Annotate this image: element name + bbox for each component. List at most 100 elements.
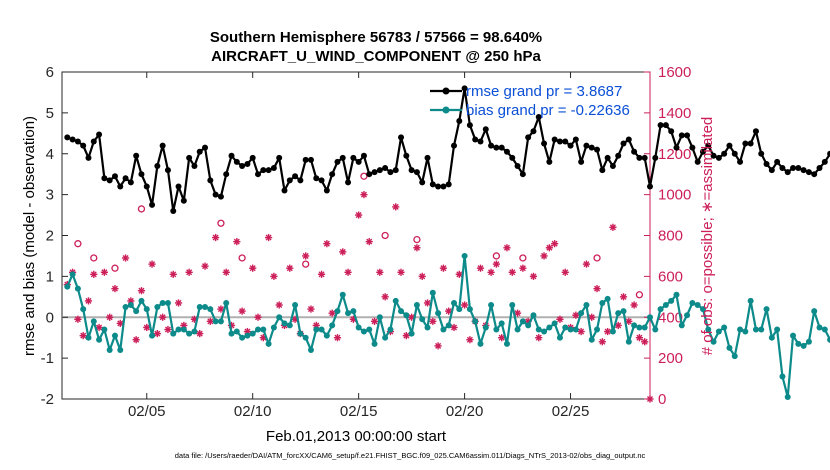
x-tick-label: 02/15 xyxy=(340,403,378,420)
bias-point xyxy=(239,334,246,341)
bias-point xyxy=(175,326,182,333)
obs-assimilated-marker xyxy=(169,270,177,278)
rmse-point xyxy=(360,152,367,159)
bias-point xyxy=(721,324,728,331)
rmse-point xyxy=(805,169,812,176)
rmse-point xyxy=(228,152,235,159)
obs-assimilated-marker xyxy=(201,262,209,270)
bias-point xyxy=(90,318,97,325)
obs-assimilated-marker xyxy=(212,233,220,242)
obs-assimilated-marker xyxy=(323,240,331,248)
bias-point xyxy=(556,334,563,341)
obs-assimilated-marker xyxy=(519,264,527,272)
bias-point xyxy=(503,340,510,347)
bias-point xyxy=(466,306,473,313)
bias-point xyxy=(196,304,203,311)
y-tick-label: 0 xyxy=(46,309,54,326)
obs-possible-marker xyxy=(111,264,119,272)
y2-tick-label: 600 xyxy=(658,268,683,285)
obs-assimilated-marker xyxy=(90,270,98,278)
bias-point xyxy=(180,326,187,333)
bias-point xyxy=(445,322,452,329)
obs-assimilated-marker xyxy=(561,268,569,276)
rmse-point xyxy=(726,142,733,149)
bias-point xyxy=(705,326,712,333)
bias-point xyxy=(212,318,219,325)
rmse-point xyxy=(202,144,209,151)
bias-point xyxy=(699,306,706,313)
bias-point xyxy=(498,320,505,327)
rmse-point xyxy=(816,165,823,172)
rmse-point xyxy=(768,167,775,174)
bias-point xyxy=(451,299,457,306)
bias-point xyxy=(572,326,579,333)
y2-tick-label: 1600 xyxy=(658,64,691,81)
rmse-point xyxy=(80,142,87,149)
bias-point xyxy=(726,344,733,351)
bias-point xyxy=(800,342,807,349)
y-axis-label: rmse and bias (model - observation) xyxy=(21,116,38,356)
rmse-point xyxy=(164,167,171,174)
x-tick-label: 02/10 xyxy=(234,403,272,420)
rmse-point xyxy=(265,167,272,174)
bias-point xyxy=(302,334,309,341)
y-tick-label: 5 xyxy=(46,105,54,122)
rmse-point xyxy=(371,169,378,176)
bias-point xyxy=(360,328,367,335)
rmse-point xyxy=(572,136,579,143)
rmse-point xyxy=(482,126,489,133)
bias-point xyxy=(260,326,267,333)
y2-tick-label: 1000 xyxy=(658,187,691,204)
bias-point xyxy=(530,312,537,319)
bias-point xyxy=(662,301,669,308)
rmse-point xyxy=(631,148,638,155)
rmse-point xyxy=(90,138,97,145)
bias-point xyxy=(419,316,426,323)
bias-point xyxy=(376,314,383,321)
obs-assimilated-marker xyxy=(264,233,273,242)
rmse-point xyxy=(85,154,92,161)
rmse-point xyxy=(323,187,330,194)
bias-point xyxy=(657,306,664,313)
bias-point xyxy=(106,346,113,353)
rmse-point xyxy=(514,163,521,170)
rmse-point xyxy=(233,158,240,165)
rmse-point xyxy=(154,163,161,170)
bias-point xyxy=(244,332,251,339)
obs-assimilated-marker xyxy=(529,272,538,280)
rmse-point xyxy=(329,171,336,178)
bias-point xyxy=(609,328,616,335)
rmse-point xyxy=(196,148,203,155)
rmse-point xyxy=(159,142,166,149)
rmse-point xyxy=(827,150,830,157)
rmse-point xyxy=(678,132,685,139)
rmse-point xyxy=(101,175,108,182)
rmse-point xyxy=(689,144,696,151)
bias-point xyxy=(292,301,299,308)
obs-assimilated-marker xyxy=(593,285,601,293)
obs-assimilated-marker xyxy=(111,285,119,293)
obs-assimilated-marker xyxy=(434,342,442,350)
y2-tick-label: 200 xyxy=(658,350,683,367)
rmse-point xyxy=(307,156,314,163)
bias-point xyxy=(562,324,569,331)
obs-assimilated-marker xyxy=(646,395,654,403)
y2-tick-label: 0 xyxy=(658,391,666,408)
rmse-point xyxy=(535,113,542,120)
bias-point xyxy=(69,271,76,278)
rmse-point xyxy=(382,165,389,172)
rmse-point xyxy=(779,165,786,172)
obs-assimilated-marker xyxy=(466,336,474,344)
x-tick-label: 02/20 xyxy=(446,403,484,420)
rmse-point xyxy=(509,154,516,161)
bias-point xyxy=(461,252,468,259)
bias-point xyxy=(64,283,71,290)
legend: rmse grand pr = 3.8687 bias grand pr = -0… xyxy=(430,83,630,119)
obs-assimilated-marker xyxy=(498,334,506,342)
rmse-point xyxy=(64,134,71,141)
rmse-point xyxy=(435,183,442,190)
obs-assimilated-marker xyxy=(254,313,262,321)
obs-assimilated-marker xyxy=(275,301,283,309)
bias-point xyxy=(684,312,691,319)
rmse-point xyxy=(620,140,627,147)
